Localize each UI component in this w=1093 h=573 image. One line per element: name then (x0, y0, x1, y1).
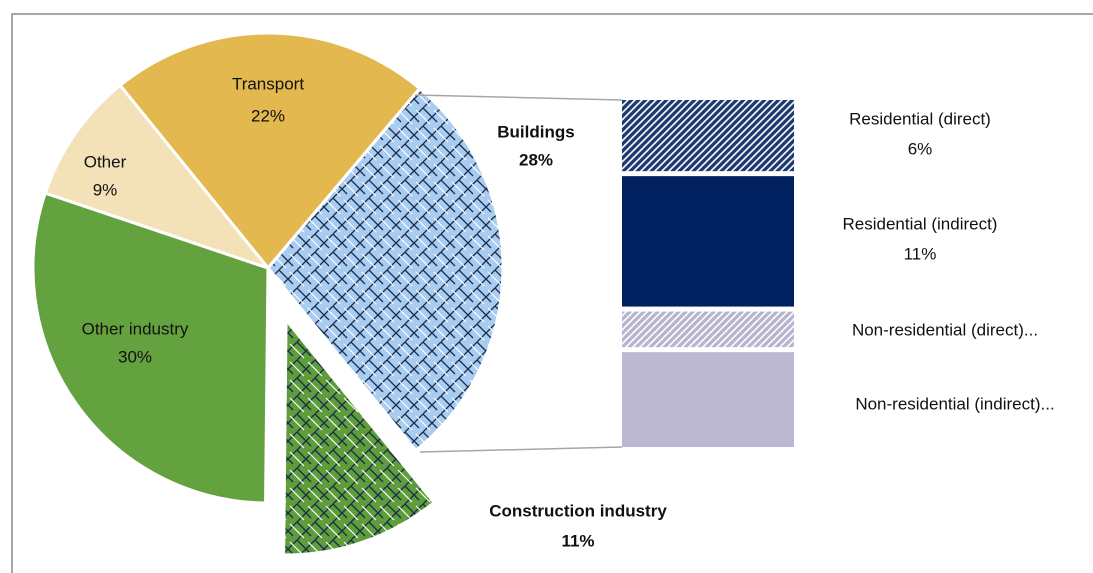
bar-value-label: 11% (904, 244, 937, 263)
pie-slice (43, 83, 273, 272)
bar-label: Residential (direct) (849, 109, 991, 128)
bar-value-label: 6% (908, 139, 933, 158)
frame (11, 13, 1093, 573)
connector-line (414, 94, 623, 101)
slice-label: Other (84, 152, 127, 171)
pie-slice (266, 86, 505, 453)
connector-line (419, 446, 623, 453)
pie-slice (117, 31, 422, 271)
slice-value-label: 11% (561, 531, 594, 550)
slice-value-label: 9% (93, 180, 118, 199)
bar-label: Non-residential (indirect)... (855, 394, 1054, 413)
slice-value-label: 22% (251, 106, 285, 125)
slice-value-label: 28% (519, 150, 553, 169)
slice-label: Construction industry (489, 501, 667, 520)
bar-segment (622, 311, 794, 348)
slice-value-label: 30% (118, 347, 152, 366)
bar-label: Residential (indirect) (843, 214, 998, 233)
slice-label: Transport (232, 74, 304, 93)
slice-label: Other industry (82, 319, 189, 338)
bar-label: Non-residential (direct)... (852, 320, 1038, 339)
bar-segment (622, 176, 794, 307)
pie-slice (282, 315, 437, 557)
slice-label: Buildings (497, 122, 574, 141)
bar-segment (622, 352, 794, 447)
bar-segment (622, 100, 794, 172)
pie-slice (31, 191, 270, 505)
